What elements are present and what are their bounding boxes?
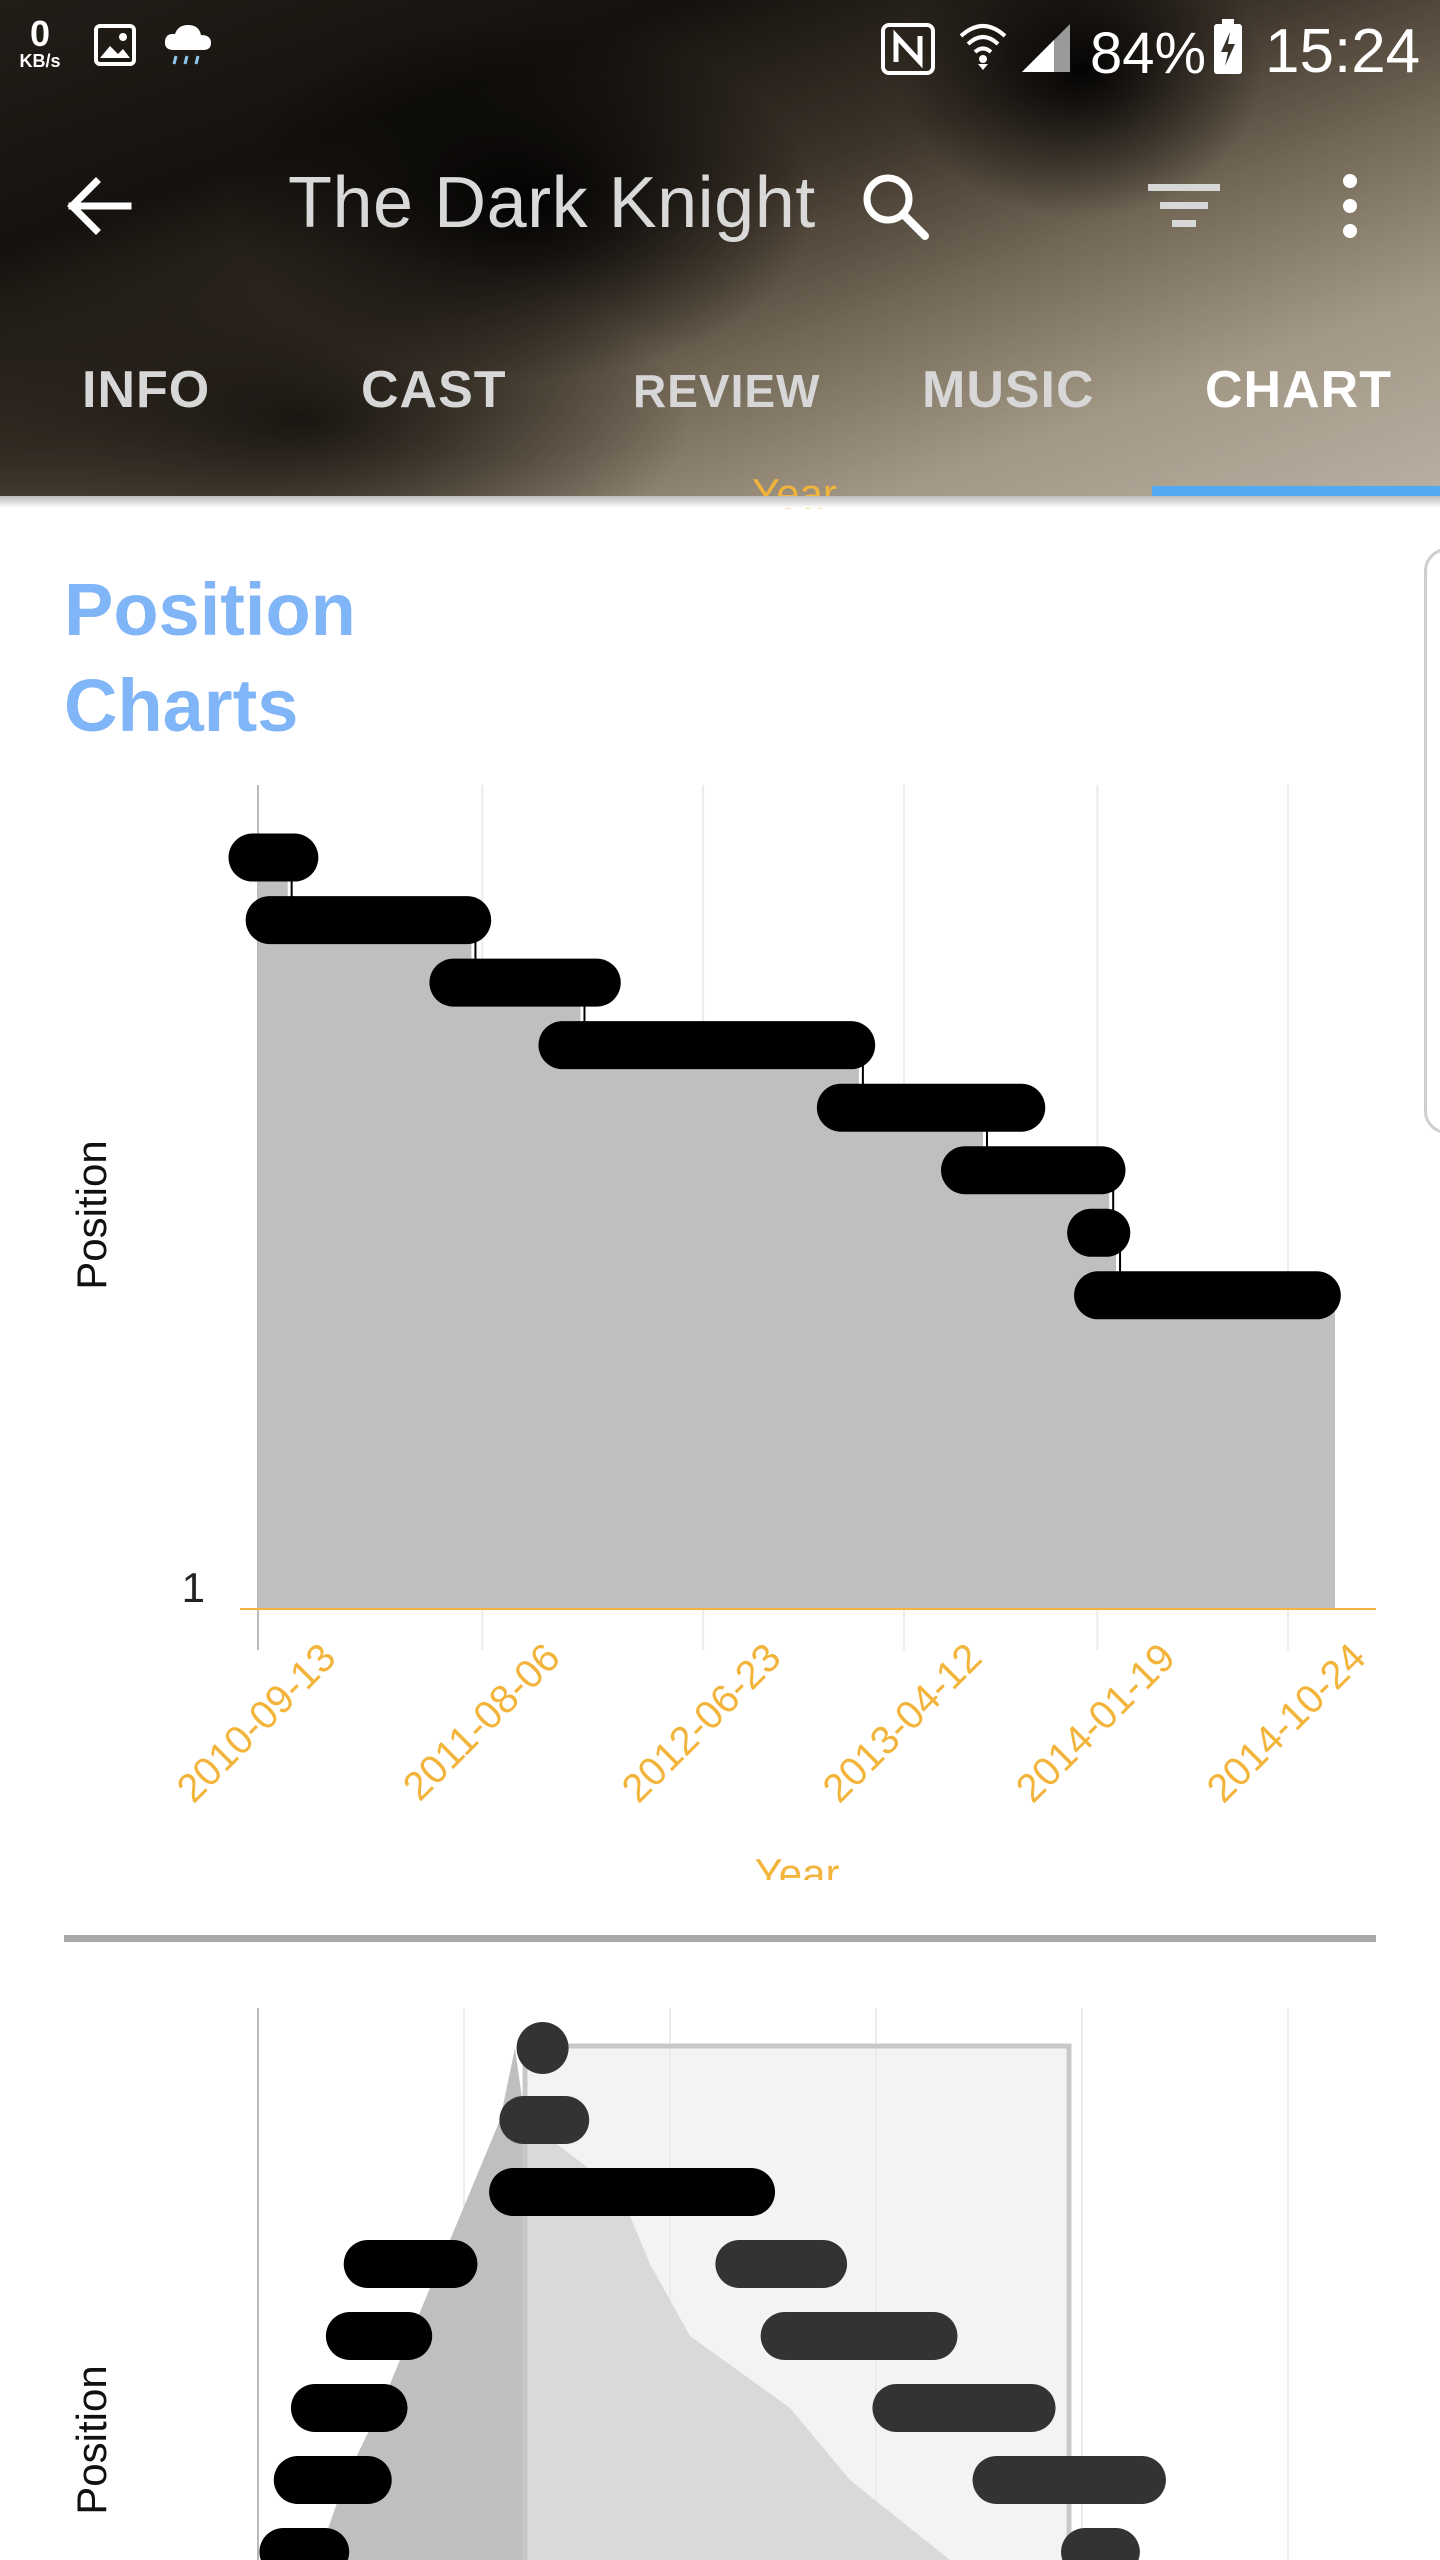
search-button[interactable] bbox=[845, 156, 945, 256]
back-arrow-icon bbox=[67, 177, 132, 235]
page-title: The Dark Knight bbox=[288, 163, 816, 243]
previous-chart-xlabel: Year bbox=[752, 470, 837, 517]
tab-music[interactable]: MUSIC bbox=[922, 361, 1095, 419]
nfc-icon bbox=[881, 23, 935, 75]
filter-icon bbox=[1148, 184, 1220, 227]
tab-info[interactable]: INFO bbox=[82, 361, 211, 419]
y-axis-label: Position bbox=[68, 2365, 115, 2514]
area-fill bbox=[258, 857, 1335, 1608]
chart-divider bbox=[64, 1935, 1376, 1942]
position-point bbox=[516, 2022, 569, 2074]
x-tick-label: 2010-09-13 bbox=[169, 1635, 345, 1811]
position-chart-secondary: Position bbox=[68, 2008, 1289, 2560]
image-icon bbox=[94, 24, 136, 66]
battery-icon bbox=[1214, 19, 1242, 74]
status-bar: 0 KB/s 84% bbox=[0, 0, 1440, 96]
battery-percent: 84% bbox=[1090, 21, 1207, 86]
x-tick-label: 2014-01-19 bbox=[1008, 1635, 1184, 1811]
header-shadow bbox=[0, 496, 1440, 508]
x-axis-label: Year bbox=[755, 1850, 840, 1880]
section-title-line1: Position bbox=[64, 568, 356, 651]
tab-review[interactable]: REVIEW bbox=[633, 365, 821, 417]
toolbar: The Dark Knight bbox=[0, 96, 1440, 316]
app-bar-header: 0 KB/s 84% bbox=[0, 0, 1440, 496]
wifi-icon bbox=[959, 24, 1007, 70]
x-tick-label: 2013-04-12 bbox=[815, 1635, 991, 1811]
tab-indicator bbox=[1152, 486, 1440, 496]
y-tick-label: 1 bbox=[182, 1564, 205, 1611]
cloud-rain-icon bbox=[164, 25, 211, 65]
filter-button[interactable] bbox=[1134, 156, 1234, 256]
network-speed: 0 KB/s bbox=[14, 13, 66, 71]
search-icon bbox=[863, 174, 929, 240]
signal-icon bbox=[1022, 24, 1070, 72]
x-tick-label: 2011-08-06 bbox=[395, 1635, 569, 1809]
network-speed-value: 0 bbox=[29, 13, 51, 54]
more-options-button[interactable] bbox=[1300, 156, 1400, 256]
tab-cast[interactable]: CAST bbox=[361, 361, 507, 419]
tab-bar: INFO CAST REVIEW MUSIC CHART bbox=[0, 316, 1440, 496]
x-tick-label: 2012-06-23 bbox=[614, 1635, 790, 1811]
tab-chart[interactable]: CHART bbox=[1205, 361, 1392, 419]
network-speed-unit: KB/s bbox=[19, 51, 61, 71]
section-title-line2: Charts bbox=[64, 664, 299, 747]
back-button[interactable] bbox=[48, 156, 148, 256]
more-vert-icon bbox=[1343, 174, 1357, 238]
clock: 15:24 bbox=[1265, 17, 1421, 86]
y-axis-label: Position bbox=[68, 1140, 115, 1289]
x-tick-label: 2014-10-24 bbox=[1199, 1635, 1375, 1811]
section-title: Position Charts bbox=[64, 562, 356, 754]
